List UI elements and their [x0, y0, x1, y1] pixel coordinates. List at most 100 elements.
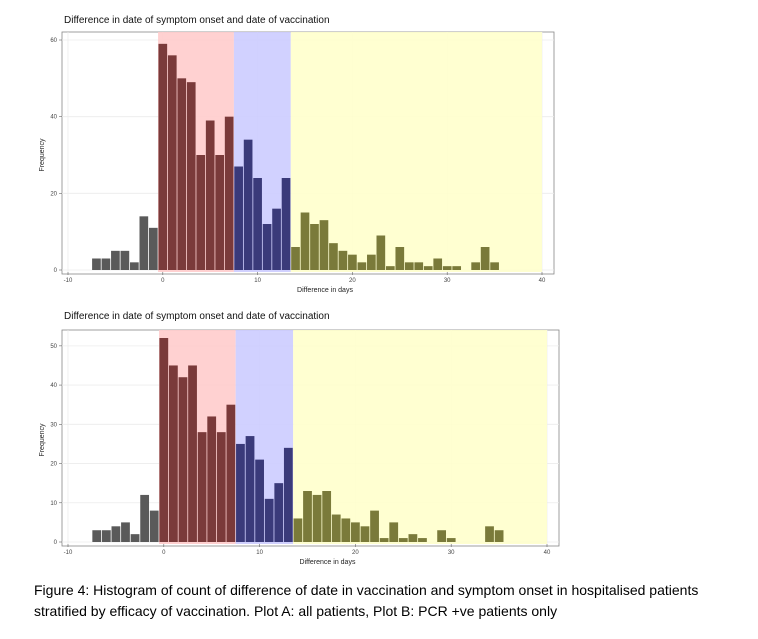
histogram-bar — [408, 534, 418, 542]
histogram-bar — [437, 530, 447, 542]
chart-title-b: Difference in date of symptom onset and … — [64, 311, 330, 322]
x-tick-label: 10 — [256, 550, 263, 556]
figure-caption: Figure 4: Histogram of count of differen… — [34, 582, 699, 619]
chart-title-a: Difference in date of symptom onset and … — [64, 15, 330, 26]
histogram-bar — [168, 365, 178, 542]
y-tick-label: 0 — [54, 268, 58, 274]
histogram-bar — [370, 510, 379, 542]
histogram-bar — [148, 227, 158, 270]
histogram-bar — [348, 254, 357, 270]
x-tick-label: 10 — [254, 278, 261, 284]
histogram-bar — [188, 365, 197, 542]
histogram-bar — [92, 258, 101, 270]
x-tick-label: 40 — [539, 278, 546, 284]
histogram-bar — [177, 78, 187, 270]
histogram-bar — [423, 266, 433, 270]
histogram-bar — [376, 235, 386, 270]
histogram-bar — [310, 224, 319, 270]
y-axis-label: Frequency — [39, 423, 46, 457]
histogram-bar — [379, 538, 389, 542]
histogram-bar — [101, 258, 111, 270]
histogram-bar — [312, 494, 322, 542]
x-tick-label: 30 — [444, 278, 451, 284]
histogram-bar — [385, 266, 395, 270]
histogram-bar — [367, 254, 376, 270]
histogram-bar — [92, 530, 102, 542]
y-tick-label: 40 — [50, 115, 57, 121]
histogram-bar — [224, 116, 234, 271]
y-tick-label: 60 — [50, 38, 57, 44]
histogram-bar — [281, 178, 291, 270]
histogram-bar — [236, 443, 245, 542]
histogram-plot-a: -10 0 10 20 30 40 0 20 40 60 Difference in days Fre… — [39, 31, 555, 294]
histogram-bar — [167, 55, 177, 271]
shaded-band-2 — [290, 32, 542, 272]
histogram-bar — [255, 459, 264, 542]
y-tick-label: 50 — [50, 344, 57, 350]
histogram-bar — [418, 538, 427, 542]
histogram-bar — [300, 212, 310, 270]
x-tick-label: -10 — [64, 550, 73, 556]
histogram-bar — [319, 220, 329, 270]
histogram-bar — [121, 522, 130, 542]
x-tick-label: -10 — [64, 278, 73, 284]
histogram-bar — [360, 526, 370, 542]
histogram-bar — [283, 447, 293, 542]
x-tick-label: 40 — [544, 550, 551, 556]
histogram-bar — [442, 266, 452, 270]
y-tick-label: 0 — [54, 540, 58, 546]
histogram-bar — [485, 526, 494, 542]
y-tick-label: 10 — [50, 501, 57, 507]
histogram-bar — [186, 82, 196, 271]
histogram-bar — [398, 538, 408, 542]
x-tick-label: 0 — [161, 278, 165, 284]
histogram-bar — [480, 247, 490, 270]
histogram-bar — [197, 432, 207, 542]
histogram-bar — [331, 514, 341, 542]
shaded-band-1 — [235, 330, 294, 544]
x-axis-label: Difference in days — [300, 559, 356, 566]
histogram-bar — [433, 258, 443, 270]
histogram-bar — [139, 216, 149, 270]
histogram-bar — [303, 491, 312, 542]
y-tick-label: 30 — [50, 422, 57, 428]
histogram-bar — [253, 178, 262, 270]
histogram-bar — [471, 262, 480, 270]
x-tick-label: 20 — [352, 550, 359, 556]
histogram-bar — [207, 416, 217, 542]
histogram-bar — [341, 518, 351, 542]
x-axis-label: Difference in days — [297, 287, 353, 294]
histogram-bar — [159, 338, 169, 542]
histogram-bar — [130, 262, 139, 270]
y-tick-label: 40 — [50, 383, 57, 389]
histogram-bar — [120, 250, 130, 270]
shaded-band-1 — [233, 32, 291, 272]
histogram-bar — [490, 262, 499, 270]
histogram-bar — [130, 534, 140, 542]
histogram-bar — [262, 224, 272, 270]
histogram-bar — [414, 262, 424, 270]
histogram-bar — [395, 247, 405, 270]
histogram-bar — [351, 522, 360, 542]
histogram-bar — [178, 377, 188, 542]
histogram-bar — [140, 494, 150, 542]
shaded-band-2 — [293, 330, 547, 544]
histogram-bar — [338, 250, 348, 270]
histogram-bar — [245, 436, 255, 542]
x-tick-label: 20 — [349, 278, 356, 284]
histogram-bar — [243, 139, 253, 270]
histogram-plot-b: -10 0 10 20 30 40 0 10 20 30 40 50 Difference in day… — [39, 329, 560, 566]
histogram-bar — [452, 266, 462, 270]
histogram-bar — [158, 43, 168, 271]
x-tick-label: 30 — [448, 550, 455, 556]
y-tick-label: 20 — [50, 462, 57, 468]
histogram-bar — [149, 510, 159, 542]
histogram-bar — [216, 432, 226, 542]
histogram-bar — [272, 208, 281, 270]
histogram-bar — [111, 526, 121, 542]
histogram-bar — [226, 404, 236, 542]
histogram-bar — [389, 522, 399, 542]
histogram-bar — [293, 518, 303, 542]
histogram-bar — [234, 166, 243, 270]
y-axis-label: Frequency — [39, 138, 46, 172]
